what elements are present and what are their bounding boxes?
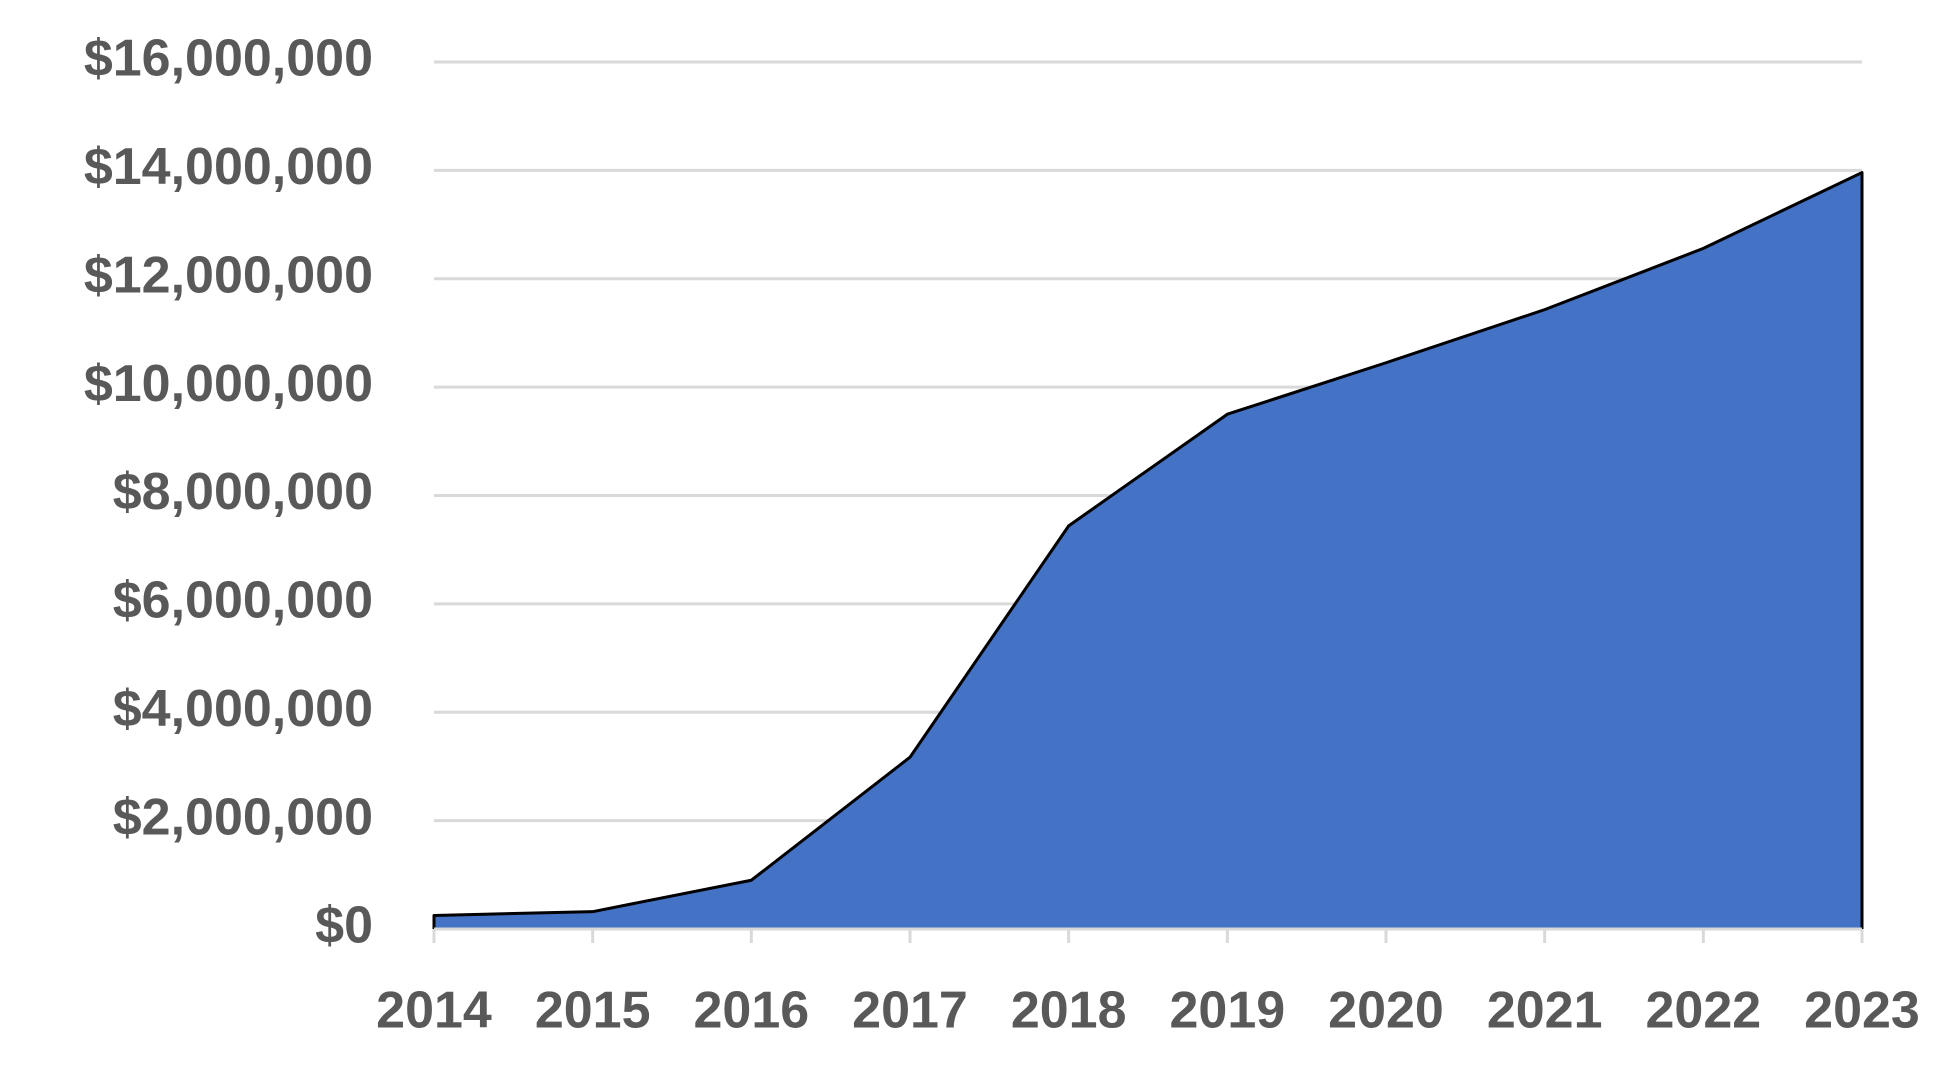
area bbox=[432, 171, 1864, 931]
y-tick-label: $14,000,000 bbox=[84, 138, 373, 196]
y-tick-label: $0 bbox=[315, 897, 373, 955]
y-tick-label: $16,000,000 bbox=[84, 30, 373, 88]
y-tick-label: $4,000,000 bbox=[113, 680, 373, 738]
y-tick-label: $8,000,000 bbox=[113, 463, 373, 521]
x-tick-label: 2019 bbox=[1169, 982, 1285, 1040]
y-tick-label: $6,000,000 bbox=[113, 572, 373, 630]
y-tick-label: $12,000,000 bbox=[84, 246, 373, 304]
x-tick-label: 2023 bbox=[1804, 982, 1920, 1040]
x-tick-label: 2017 bbox=[852, 982, 968, 1040]
x-tick-label: 2015 bbox=[535, 982, 651, 1040]
x-tick-label: 2020 bbox=[1328, 982, 1444, 1040]
x-tick-label: 2021 bbox=[1487, 982, 1603, 1040]
x-tick-label: 2014 bbox=[376, 982, 492, 1040]
x-tick-label: 2022 bbox=[1645, 982, 1761, 1040]
y-tick-label: $10,000,000 bbox=[84, 355, 373, 413]
x-tick-label: 2018 bbox=[1011, 982, 1127, 1040]
y-tick-label: $2,000,000 bbox=[113, 788, 373, 846]
x-tick-label: 2016 bbox=[693, 982, 809, 1040]
